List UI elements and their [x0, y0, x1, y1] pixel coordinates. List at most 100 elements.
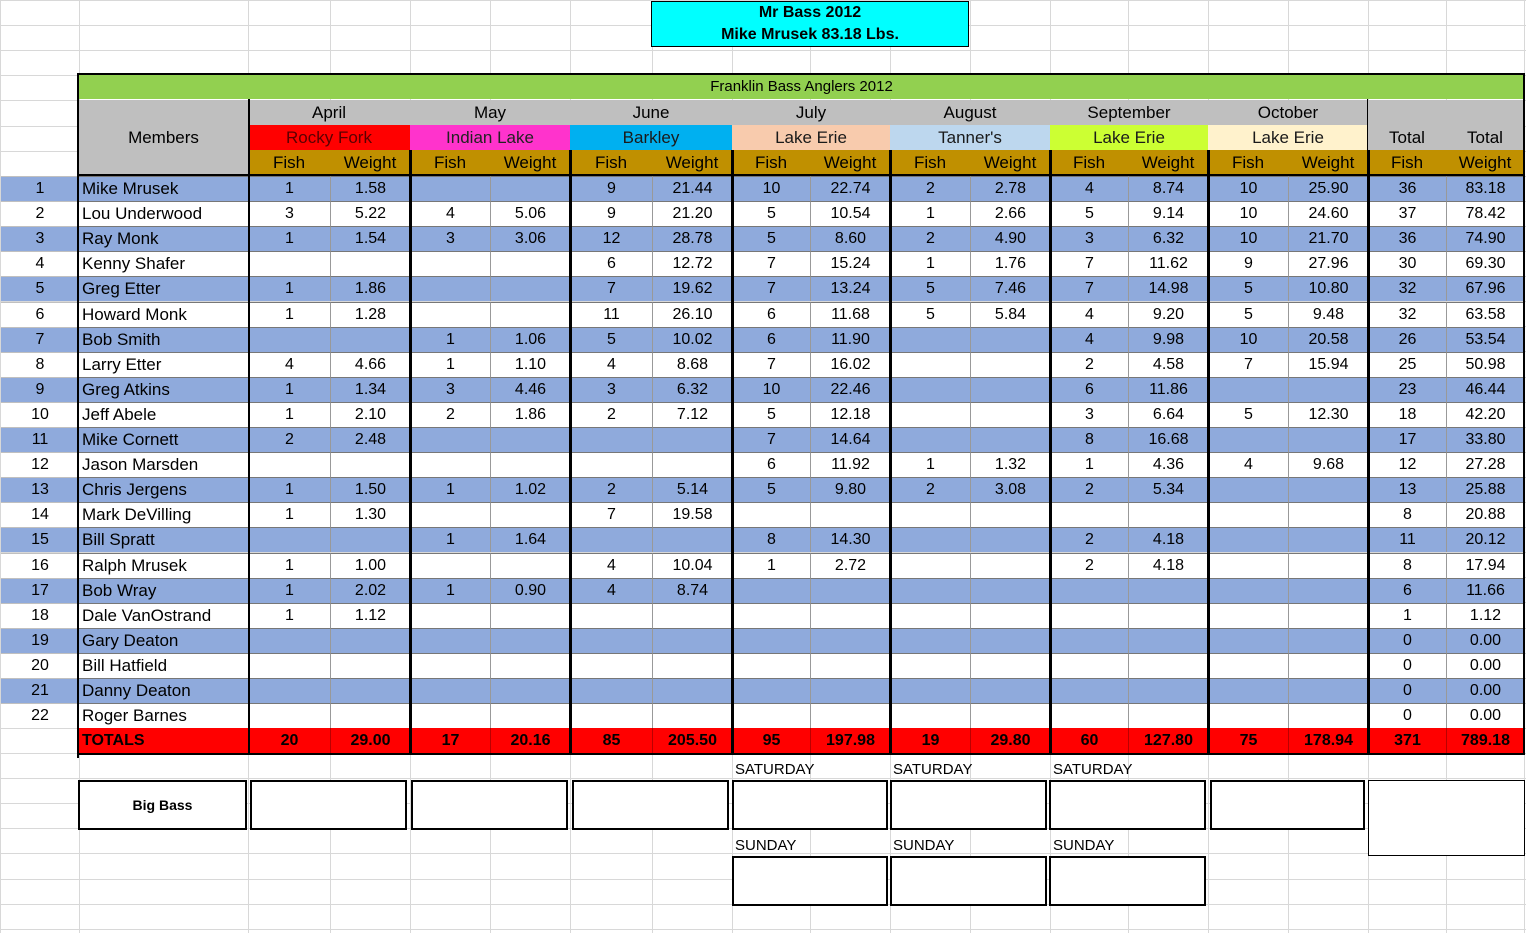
fish-cell[interactable] — [410, 678, 490, 703]
lake-header-july[interactable]: Lake Erie — [732, 125, 890, 150]
total-fish-label[interactable]: Total — [1368, 125, 1446, 150]
weight-cell[interactable]: 11.92 — [810, 452, 890, 477]
row-number[interactable]: 19 — [1, 628, 79, 653]
totals-value[interactable]: 789.18 — [1446, 728, 1524, 753]
fish-cell[interactable] — [890, 603, 970, 628]
weight-cell[interactable] — [330, 653, 410, 678]
row-number[interactable]: 12 — [1, 452, 79, 477]
member-name[interactable]: Greg Etter — [79, 276, 248, 301]
fish-cell[interactable]: 25 — [1368, 352, 1446, 377]
weight-cell[interactable] — [1288, 678, 1368, 703]
fish-cell[interactable]: 1 — [248, 377, 330, 402]
weight-cell[interactable]: 12.18 — [810, 402, 890, 427]
weight-cell[interactable]: 9.20 — [1128, 302, 1208, 327]
weight-cell[interactable]: 11.66 — [1446, 578, 1524, 603]
weight-cell[interactable]: 19.62 — [652, 276, 732, 301]
fish-cell[interactable] — [570, 603, 652, 628]
weight-cell[interactable]: 25.88 — [1446, 477, 1524, 502]
weight-cell[interactable] — [330, 628, 410, 653]
weight-cell[interactable]: 1.54 — [330, 226, 410, 251]
fish-cell[interactable]: 11 — [570, 302, 652, 327]
fish-cell[interactable] — [732, 678, 810, 703]
total-weight-header[interactable]: Weight — [1446, 150, 1524, 175]
fish-cell[interactable]: 2 — [890, 176, 970, 201]
weight-cell[interactable] — [652, 703, 732, 728]
weight-cell[interactable]: 53.54 — [1446, 327, 1524, 352]
big-bass-box-3[interactable] — [572, 780, 729, 830]
weight-cell[interactable]: 4.90 — [970, 226, 1050, 251]
totals-value[interactable]: 75 — [1208, 728, 1288, 753]
weight-cell[interactable] — [490, 553, 570, 578]
weight-cell[interactable] — [970, 377, 1050, 402]
weight-cell[interactable] — [1288, 502, 1368, 527]
weight-cell[interactable]: 83.18 — [1446, 176, 1524, 201]
totals-value[interactable]: 85 — [570, 728, 652, 753]
weight-cell[interactable] — [970, 628, 1050, 653]
weight-cell[interactable]: 0.00 — [1446, 628, 1524, 653]
totals-value[interactable]: 20.16 — [490, 728, 570, 753]
month-header-september[interactable]: September — [1050, 100, 1208, 125]
fish-cell[interactable]: 10 — [732, 176, 810, 201]
big-bass-label[interactable]: Big Bass — [78, 780, 247, 830]
fish-cell[interactable] — [410, 427, 490, 452]
fish-cell[interactable] — [1050, 578, 1128, 603]
fish-cell[interactable]: 2 — [570, 402, 652, 427]
fish-cell[interactable]: 10 — [1208, 176, 1288, 201]
fish-cell[interactable]: 7 — [570, 502, 652, 527]
weight-cell[interactable] — [490, 452, 570, 477]
totals-value[interactable]: 178.94 — [1288, 728, 1368, 753]
weight-cell[interactable]: 50.98 — [1446, 352, 1524, 377]
weight-cell[interactable]: 5.06 — [490, 201, 570, 226]
weight-header[interactable]: Weight — [810, 150, 890, 175]
fish-cell[interactable] — [248, 527, 330, 552]
weight-cell[interactable] — [1128, 678, 1208, 703]
weight-cell[interactable]: 26.10 — [652, 302, 732, 327]
big-bass-box-7[interactable] — [1210, 780, 1365, 830]
fish-cell[interactable]: 2 — [1050, 553, 1128, 578]
fish-header[interactable]: Fish — [890, 150, 970, 175]
weight-cell[interactable] — [490, 653, 570, 678]
weight-cell[interactable] — [810, 628, 890, 653]
weight-cell[interactable]: 1.32 — [970, 452, 1050, 477]
weight-cell[interactable]: 1.28 — [330, 302, 410, 327]
weight-cell[interactable] — [652, 527, 732, 552]
fish-cell[interactable] — [1050, 502, 1128, 527]
fish-cell[interactable]: 36 — [1368, 226, 1446, 251]
fish-cell[interactable] — [410, 251, 490, 276]
fish-cell[interactable]: 1 — [410, 578, 490, 603]
big-bass-box-4[interactable] — [732, 780, 888, 830]
fish-cell[interactable]: 2 — [890, 226, 970, 251]
row-number[interactable]: 5 — [1, 276, 79, 301]
weight-cell[interactable]: 2.66 — [970, 201, 1050, 226]
weight-cell[interactable]: 1.86 — [490, 402, 570, 427]
fish-cell[interactable]: 12 — [1368, 452, 1446, 477]
fish-cell[interactable] — [890, 352, 970, 377]
fish-cell[interactable] — [732, 703, 810, 728]
fish-cell[interactable]: 7 — [732, 352, 810, 377]
fish-cell[interactable]: 3 — [570, 377, 652, 402]
weight-cell[interactable]: 1.10 — [490, 352, 570, 377]
fish-cell[interactable]: 12 — [570, 226, 652, 251]
fish-cell[interactable]: 6 — [1368, 578, 1446, 603]
sunday-label-july[interactable]: SUNDAY — [735, 836, 797, 854]
row-number[interactable]: 4 — [1, 251, 79, 276]
row-number[interactable]: 20 — [1, 653, 79, 678]
fish-cell[interactable] — [890, 427, 970, 452]
fish-cell[interactable] — [570, 527, 652, 552]
member-name[interactable]: Ralph Mrusek — [79, 553, 248, 578]
weight-cell[interactable]: 1.64 — [490, 527, 570, 552]
totals-value[interactable]: 29.80 — [970, 728, 1050, 753]
weight-header[interactable]: Weight — [330, 150, 410, 175]
weight-cell[interactable]: 27.28 — [1446, 452, 1524, 477]
fish-cell[interactable] — [890, 402, 970, 427]
weight-header[interactable]: Weight — [1128, 150, 1208, 175]
fish-cell[interactable] — [1050, 603, 1128, 628]
weight-cell[interactable] — [490, 427, 570, 452]
weight-cell[interactable] — [810, 678, 890, 703]
weight-cell[interactable] — [490, 628, 570, 653]
weight-cell[interactable] — [1288, 603, 1368, 628]
row-number[interactable]: 14 — [1, 502, 79, 527]
weight-cell[interactable] — [330, 703, 410, 728]
weight-header[interactable]: Weight — [652, 150, 732, 175]
fish-cell[interactable]: 2 — [890, 477, 970, 502]
